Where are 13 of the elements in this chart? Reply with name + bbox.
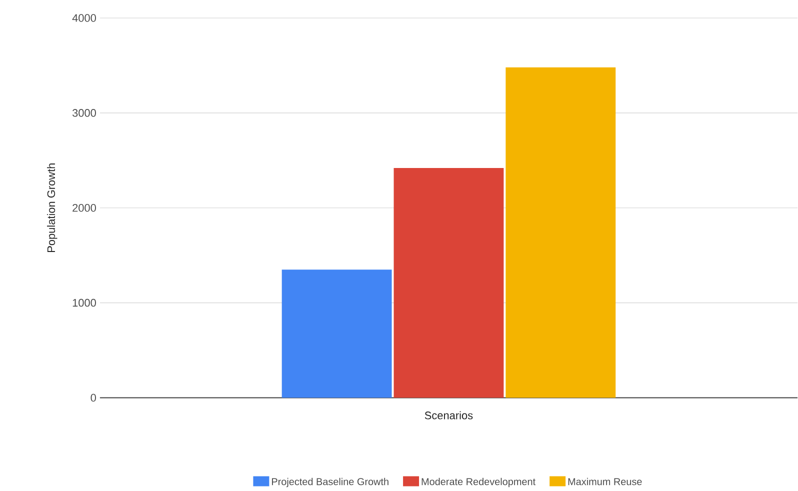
bar [506, 68, 616, 398]
y-tick-label: 2000 [72, 204, 96, 212]
legend-label: Projected Baseline Growth [272, 478, 388, 488]
bar [282, 270, 392, 398]
x-axis-title: Scenarios [424, 411, 473, 420]
legend-label: Moderate Redevelopment [422, 478, 536, 488]
y-tick-label: 1000 [72, 299, 96, 307]
y-axis-title: Population Growth [47, 164, 58, 252]
y-tick-label: 4000 [72, 14, 96, 22]
y-tick-label: 0 [90, 394, 96, 402]
legend-label: Maximum Reuse [568, 478, 642, 486]
bar [394, 168, 504, 398]
y-tick-label: 3000 [72, 109, 96, 118]
